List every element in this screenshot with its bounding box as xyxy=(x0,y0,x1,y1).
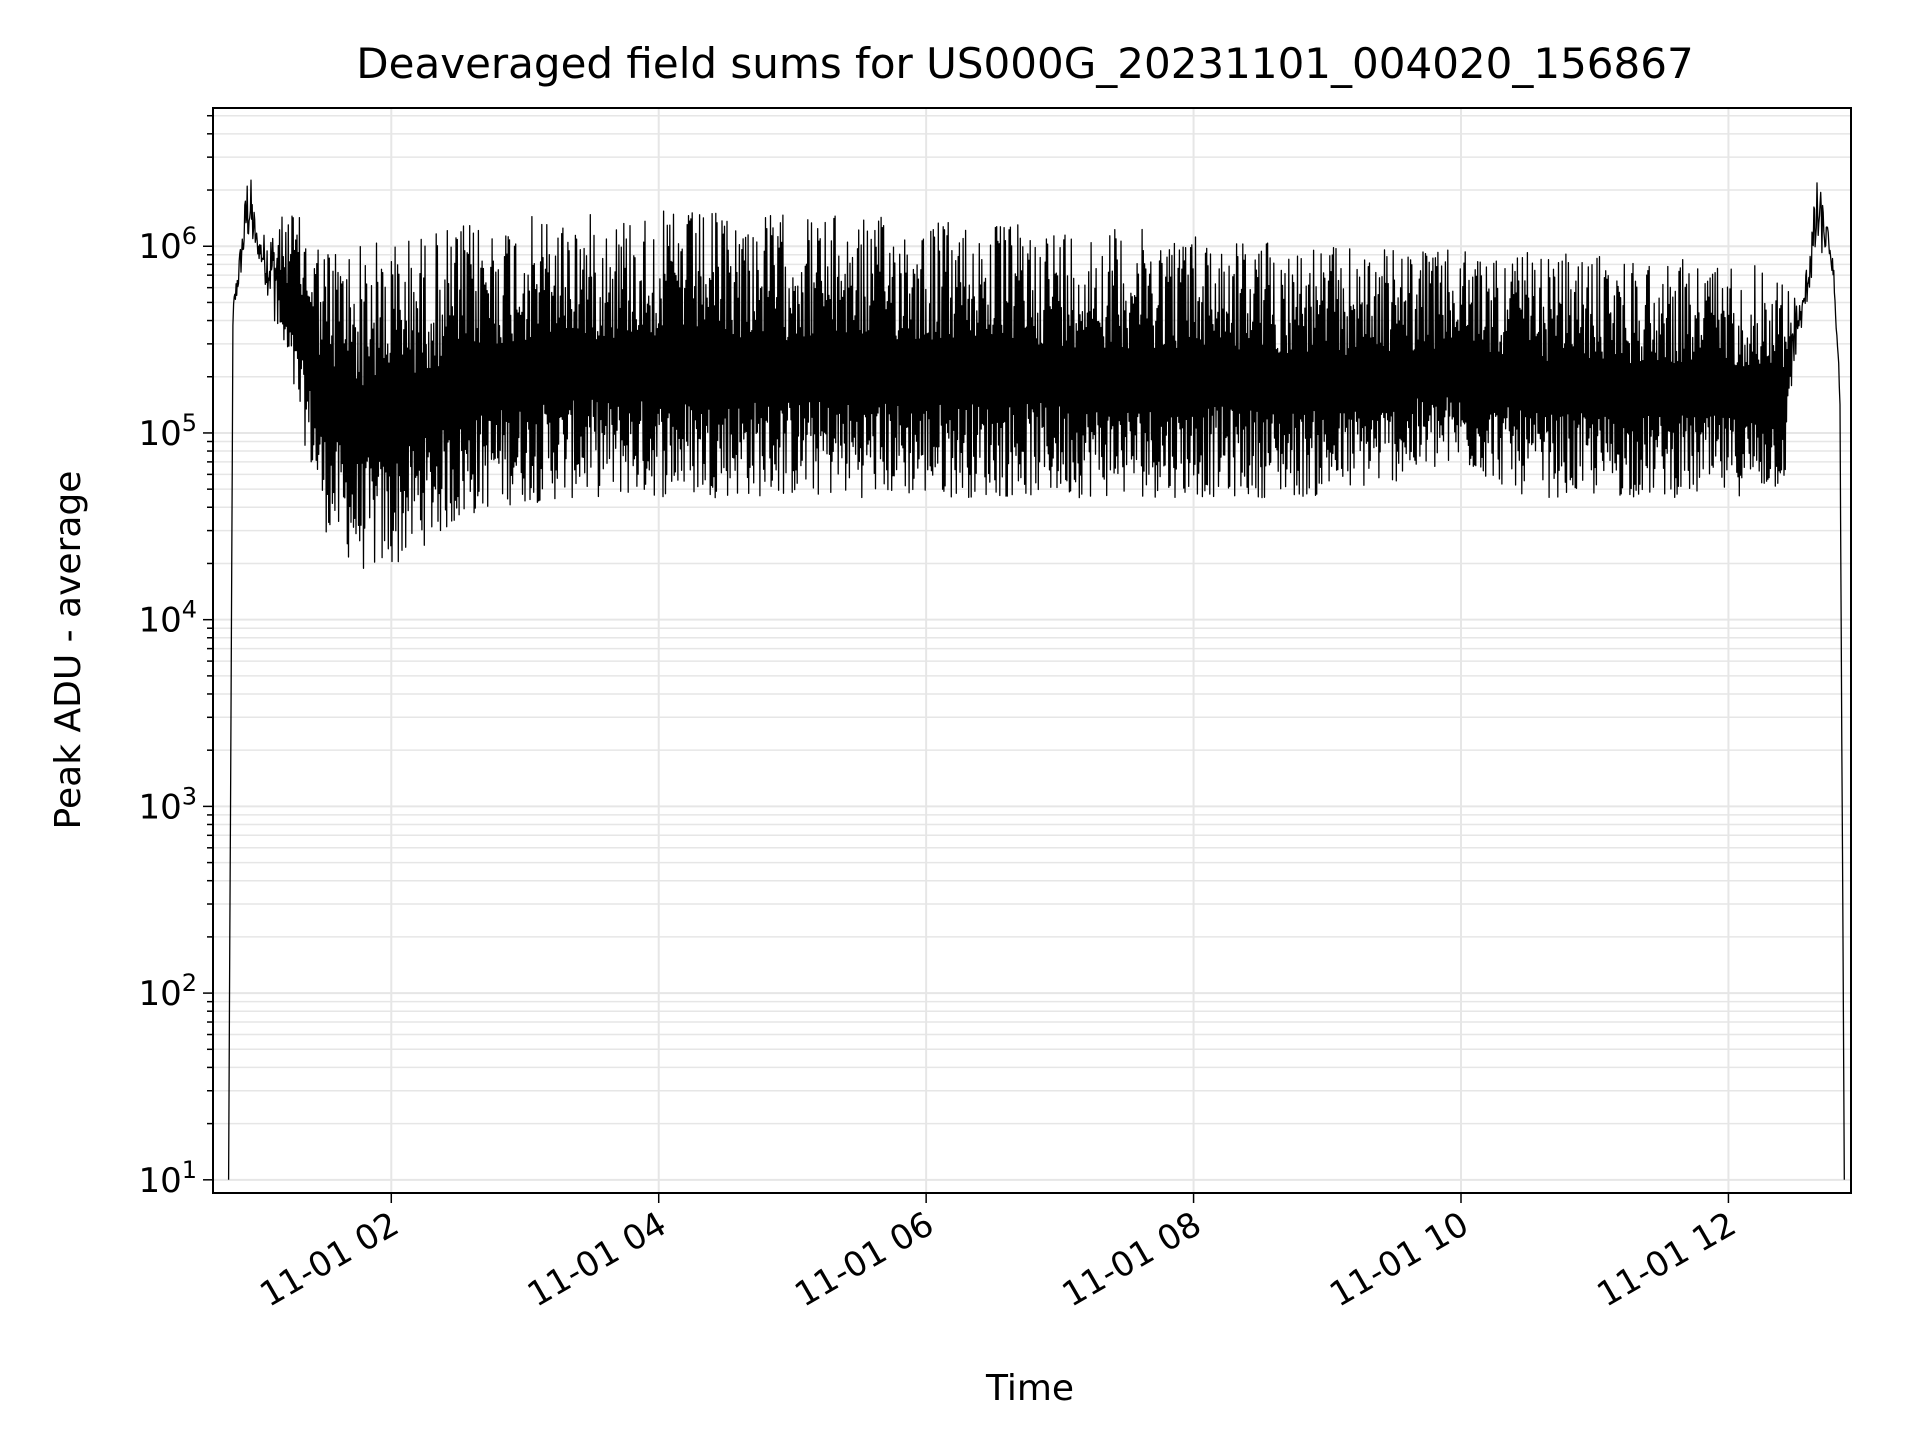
y-tick-label: 102 xyxy=(138,969,197,1014)
chart-title: Deaveraged field sums for US000G_2023110… xyxy=(356,39,1693,88)
data-series-line xyxy=(227,179,1845,1180)
y-tick-label: 101 xyxy=(138,1156,197,1201)
y-tick-label: 104 xyxy=(138,596,197,641)
y-tick-label: 105 xyxy=(138,409,197,454)
data-layer xyxy=(227,179,1845,1180)
y-axis-label: Peak ADU - average xyxy=(48,471,89,830)
plot-area-frame xyxy=(212,107,1852,1194)
y-tick-label: 103 xyxy=(138,782,197,827)
y-tick-label: 106 xyxy=(138,222,197,267)
x-axis-label: Time xyxy=(985,1368,1074,1409)
